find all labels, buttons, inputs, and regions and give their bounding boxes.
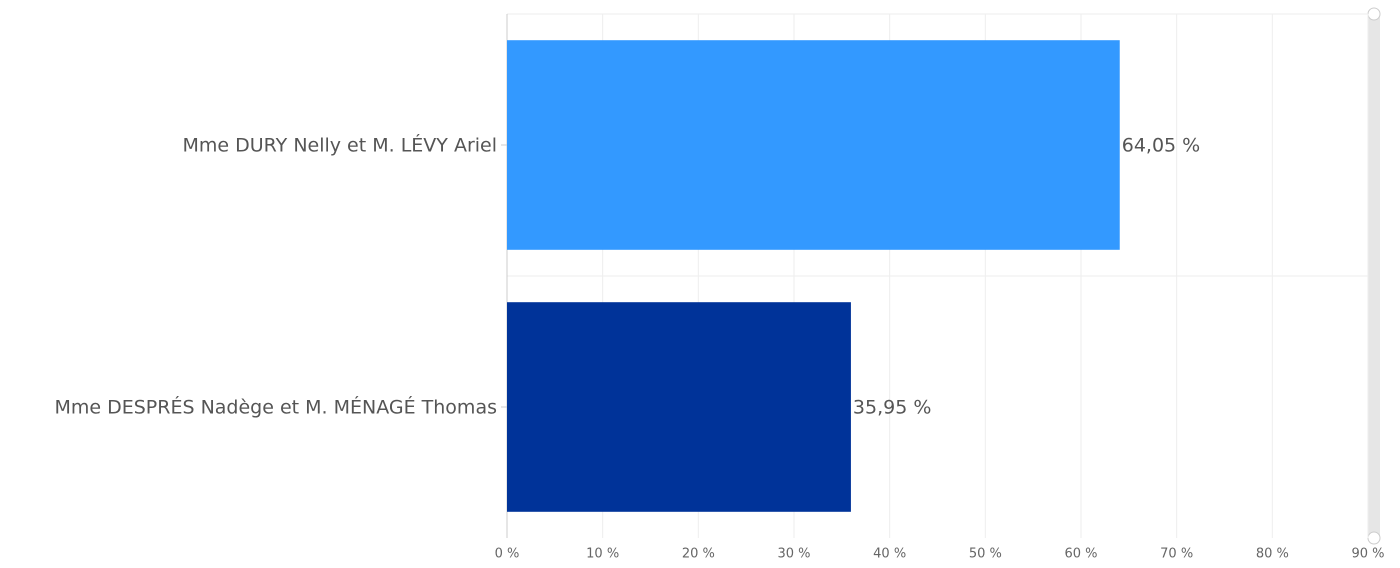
scroll-handle-bottom[interactable] bbox=[1367, 531, 1381, 545]
value-label: 64,05 % bbox=[1122, 135, 1201, 157]
x-tick-label: 0 % bbox=[495, 547, 520, 562]
bar bbox=[507, 302, 851, 512]
x-tick-label: 10 % bbox=[586, 547, 619, 562]
category-label: Mme DURY Nelly et M. LÉVY Ariel bbox=[183, 134, 497, 157]
x-tick-label: 50 % bbox=[969, 547, 1002, 562]
bar bbox=[507, 40, 1120, 250]
x-tick-label: 30 % bbox=[777, 547, 810, 562]
scrollbar-track[interactable] bbox=[1368, 14, 1380, 538]
scroll-handle-top[interactable] bbox=[1367, 7, 1381, 21]
x-tick-label: 70 % bbox=[1160, 547, 1193, 562]
value-label: 35,95 % bbox=[853, 397, 932, 419]
x-tick-label: 40 % bbox=[873, 547, 906, 562]
x-tick-label: 60 % bbox=[1064, 547, 1097, 562]
x-tick-label: 80 % bbox=[1256, 547, 1289, 562]
category-label: Mme DESPRÉS Nadège et M. MÉNAGÉ Thomas bbox=[54, 396, 497, 419]
x-tick-label: 90 % bbox=[1351, 547, 1384, 562]
x-tick-label: 20 % bbox=[682, 547, 715, 562]
